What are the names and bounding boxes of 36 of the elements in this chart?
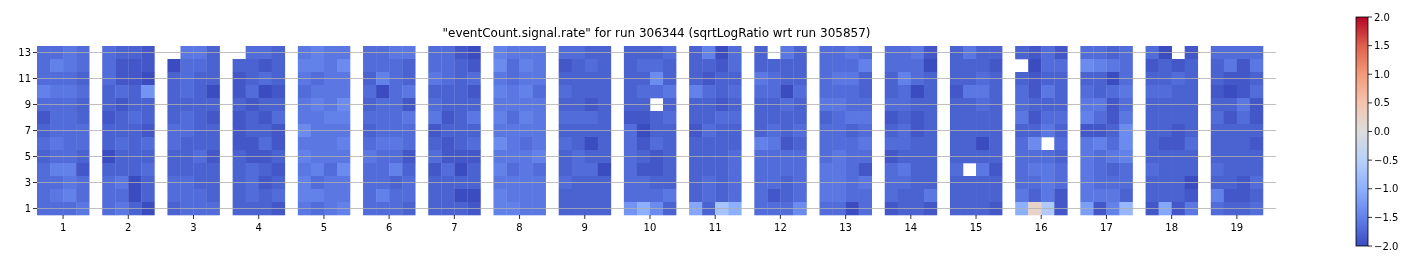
chart-title: "eventCount.signal.rate" for run 306344 (sqrtLogRatio wrt run 305857) (442, 26, 871, 40)
y-tick-label: 9 (24, 99, 31, 110)
color-bar-label: 2.0 (1374, 11, 1390, 23)
color-bar-label: −2.0 (1374, 240, 1399, 252)
y-tick-label: 11 (18, 73, 31, 84)
x-tick-label: 5 (320, 222, 328, 233)
color-bar-label: 0.0 (1374, 126, 1390, 137)
x-tick-label: 7 (451, 222, 458, 233)
x-tick-label: 6 (385, 222, 393, 233)
x-tick-label: 4 (255, 222, 262, 233)
x-tick-label: 18 (1165, 222, 1179, 233)
color-bar-label: −0.5 (1374, 154, 1399, 166)
y-tick-label: 13 (18, 47, 31, 58)
x-tick-label: 1 (59, 222, 67, 233)
x-tick-label: 16 (1034, 222, 1048, 233)
x-tick-label: 13 (839, 222, 852, 233)
x-tick-label: 14 (904, 222, 918, 233)
color-bar-label: −1.0 (1374, 183, 1399, 195)
color-bar-label: 1.5 (1374, 40, 1390, 52)
x-tick-label: 8 (516, 222, 523, 233)
x-tick-label: 17 (1100, 222, 1113, 233)
y-tick-label: 3 (24, 177, 31, 188)
x-tick-label: 9 (581, 222, 588, 233)
x-tick-label: 11 (708, 222, 722, 233)
y-tick-label: 5 (24, 151, 31, 162)
color-bar-label: 1.0 (1374, 68, 1390, 80)
x-tick-label: 3 (190, 222, 197, 233)
x-tick-label: 19 (1230, 222, 1244, 233)
x-tick-label: 10 (643, 222, 657, 233)
x-tick-label: 15 (969, 222, 983, 233)
color-bar-label: −1.5 (1374, 211, 1399, 223)
y-tick-label: 1 (24, 203, 31, 214)
x-tick-label: 2 (125, 222, 132, 233)
x-tick-label: 12 (774, 222, 787, 233)
y-tick-label: 7 (24, 125, 31, 136)
color-bar-label: 0.5 (1374, 97, 1390, 109)
